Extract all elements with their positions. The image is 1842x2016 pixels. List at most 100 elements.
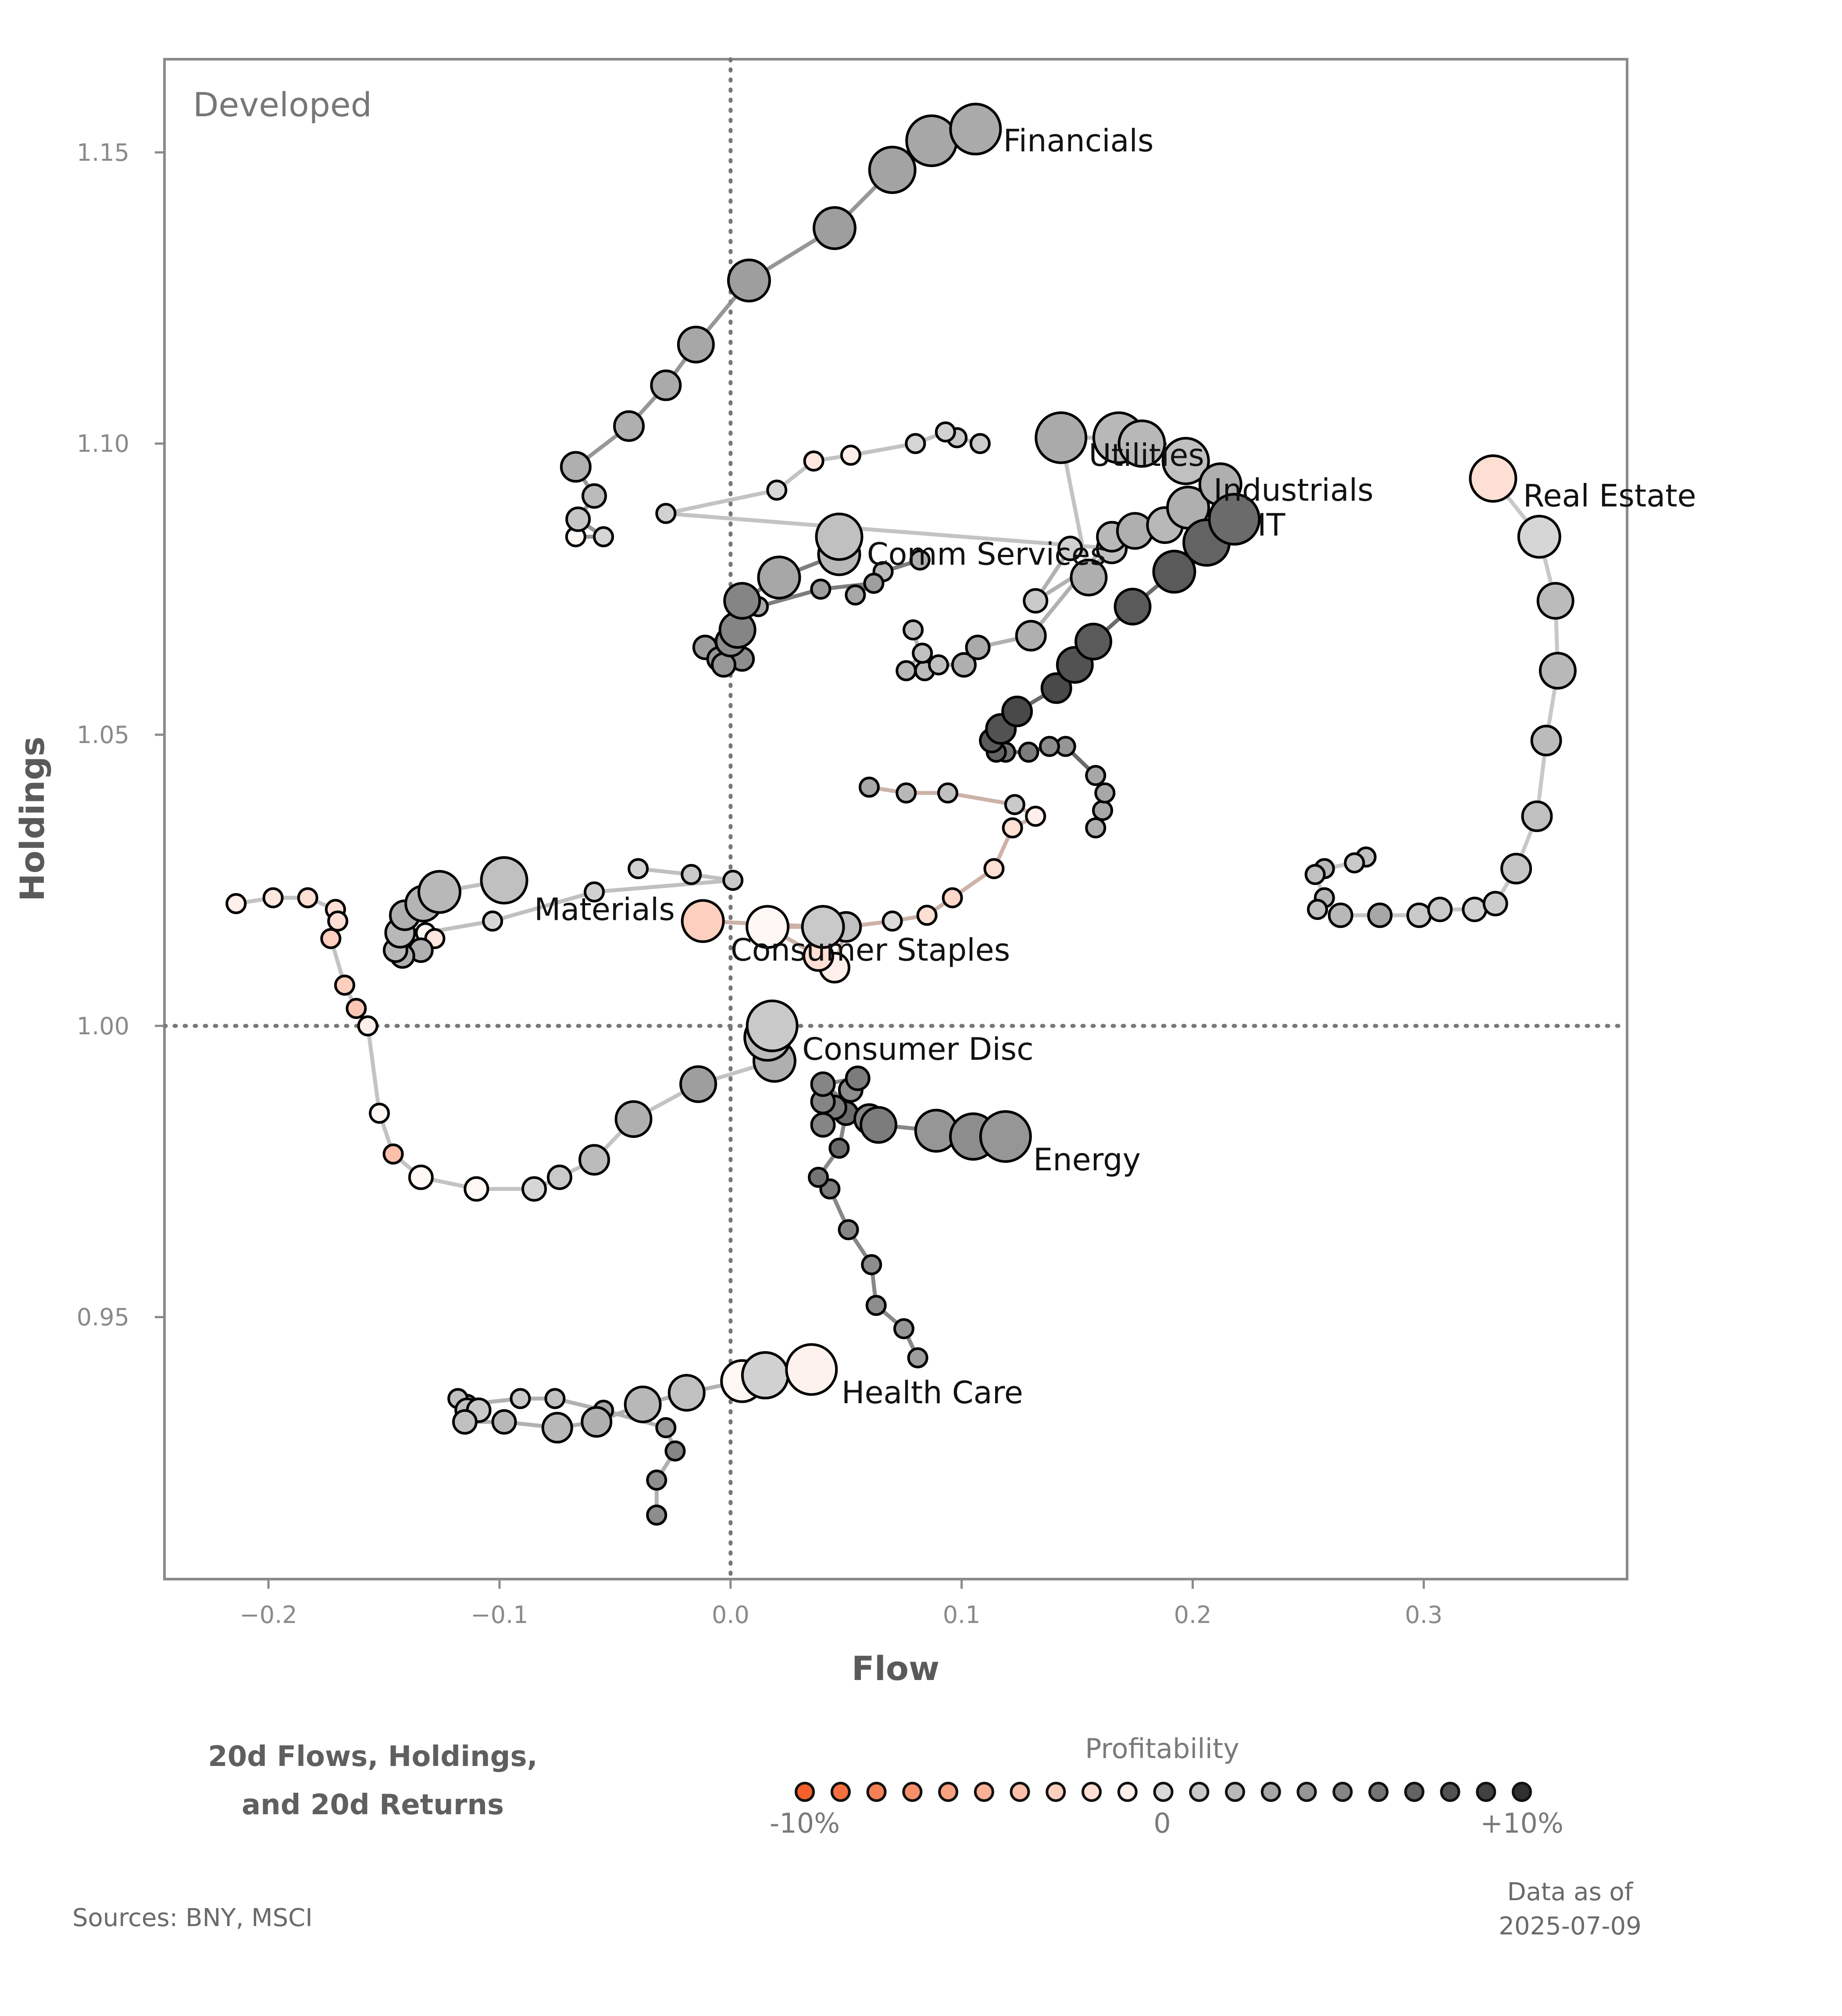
profitability-swatch [1189,1782,1210,1802]
utilities-point [655,503,677,524]
industrials-point [928,654,949,676]
industrials-point [1057,536,1083,561]
profitability-swatch [1368,1782,1389,1802]
profitability-swatch [1046,1782,1066,1802]
financials-point [560,451,592,483]
financials-point [727,258,771,303]
sources-note: Sources: BNY, MSCI [72,1904,313,1932]
comm-services-point [845,584,866,606]
consumer-disc-point [746,999,799,1052]
profitability-swatch [1260,1782,1281,1802]
real-estate-point [1530,725,1562,757]
x-axis: −0.2 −0.1 0.0 0.1 0.2 0.3 [240,1579,1442,1629]
health-care-label: Health Care [842,1375,1023,1411]
profitability-swatch [1440,1782,1460,1802]
consumer-staples-point [858,776,880,798]
it-point [1094,782,1116,804]
financials-point [905,114,958,167]
real-estate-point [1539,652,1577,690]
consumer-disc-point [614,1100,653,1138]
real-estate-point [1462,897,1488,922]
x-tick-label: 0.1 [943,1601,981,1629]
x-tick-label: 0.3 [1405,1601,1442,1629]
consumer-disc-point [262,887,284,908]
real-estate-point [1517,515,1561,559]
energy-point [861,1254,882,1276]
consumer-disc-point [382,1143,404,1165]
real-estate-point [1367,902,1393,928]
real-estate-point [1406,902,1432,928]
profitability-swatch [866,1782,887,1802]
real-estate-point [1521,800,1553,832]
energy-point [810,1112,836,1138]
health-care-point [624,1385,662,1423]
energy-point [865,1295,887,1316]
health-care-point [510,1388,531,1409]
utilities-point [935,421,956,443]
profitability-swatch [1117,1782,1138,1802]
energy-label: Energy [1033,1142,1141,1178]
profitability-swatch [1082,1782,1102,1802]
energy-point [907,1347,928,1369]
materials-point [722,869,744,891]
financials-point [677,325,715,364]
energy-point [845,1065,871,1091]
health-care-point [741,1351,789,1400]
x-tick-label: 0.0 [712,1601,750,1629]
health-care-point [581,1406,613,1438]
financials-point [593,526,614,547]
profitability-swatch [830,1782,851,1802]
it-point [1018,741,1039,763]
real-estate-label: Real Estate [1523,478,1696,514]
financials-point [613,410,645,442]
y-tick-label: 0.95 [77,1304,129,1331]
industrials-point [903,619,924,640]
x-tick-label: −0.1 [471,1601,528,1629]
industrials-point [912,643,933,664]
y-axis: 0.95 1.00 1.05 1.10 1.15 [77,139,164,1331]
utilities-point [840,444,861,466]
y-axis-title: Holdings [13,736,52,901]
health-care-point [664,1440,686,1462]
consumer-staples-point [746,905,790,949]
utilities-point [1161,437,1210,485]
consumer-disc-point [546,1165,572,1190]
y-tick-label: 1.05 [77,721,129,749]
financials-point [812,206,857,250]
materials-point [584,881,605,903]
real-estate-point [1500,853,1532,885]
comm-services-point [810,579,832,600]
health-care-point [785,1343,838,1396]
materials-point [480,856,528,904]
real-estate-point [1304,864,1326,885]
health-care-point [544,1388,566,1409]
materials-point [418,870,461,914]
it-point [1040,672,1072,704]
real-estate-point [1427,897,1453,922]
real-estate-point [1482,891,1508,916]
y-tick-label: 1.15 [77,139,129,166]
it-point [1074,622,1112,661]
profitability-swatch [938,1782,958,1802]
profitability-swatch [1153,1782,1174,1802]
real-estate-point [1307,899,1328,920]
financials-point [868,146,917,194]
profitability-mid-label: 0 [1153,1807,1171,1839]
x-tick-label: 0.2 [1174,1601,1212,1629]
legend-title: 20d Flows, Holdings, and 20d Returns [167,1733,579,1829]
health-care-point [452,1409,478,1435]
comm-services-point [815,512,864,561]
consumer-disc-point [521,1176,547,1202]
utilities-point [1117,419,1166,468]
real-estate-point [1344,852,1365,874]
y-tick-label: 1.00 [77,1012,129,1040]
utilities-point [1035,411,1088,464]
y-tick-label: 1.10 [77,430,129,458]
x-axis-title: Flow [852,1649,939,1688]
consumer-disc-point [578,1144,610,1176]
health-care-point [668,1374,706,1412]
industrials-point [896,660,917,681]
profitability-swatch [1225,1782,1245,1802]
x-tick-label: −0.2 [240,1601,297,1629]
profitability-min-label: -10% [769,1807,840,1839]
